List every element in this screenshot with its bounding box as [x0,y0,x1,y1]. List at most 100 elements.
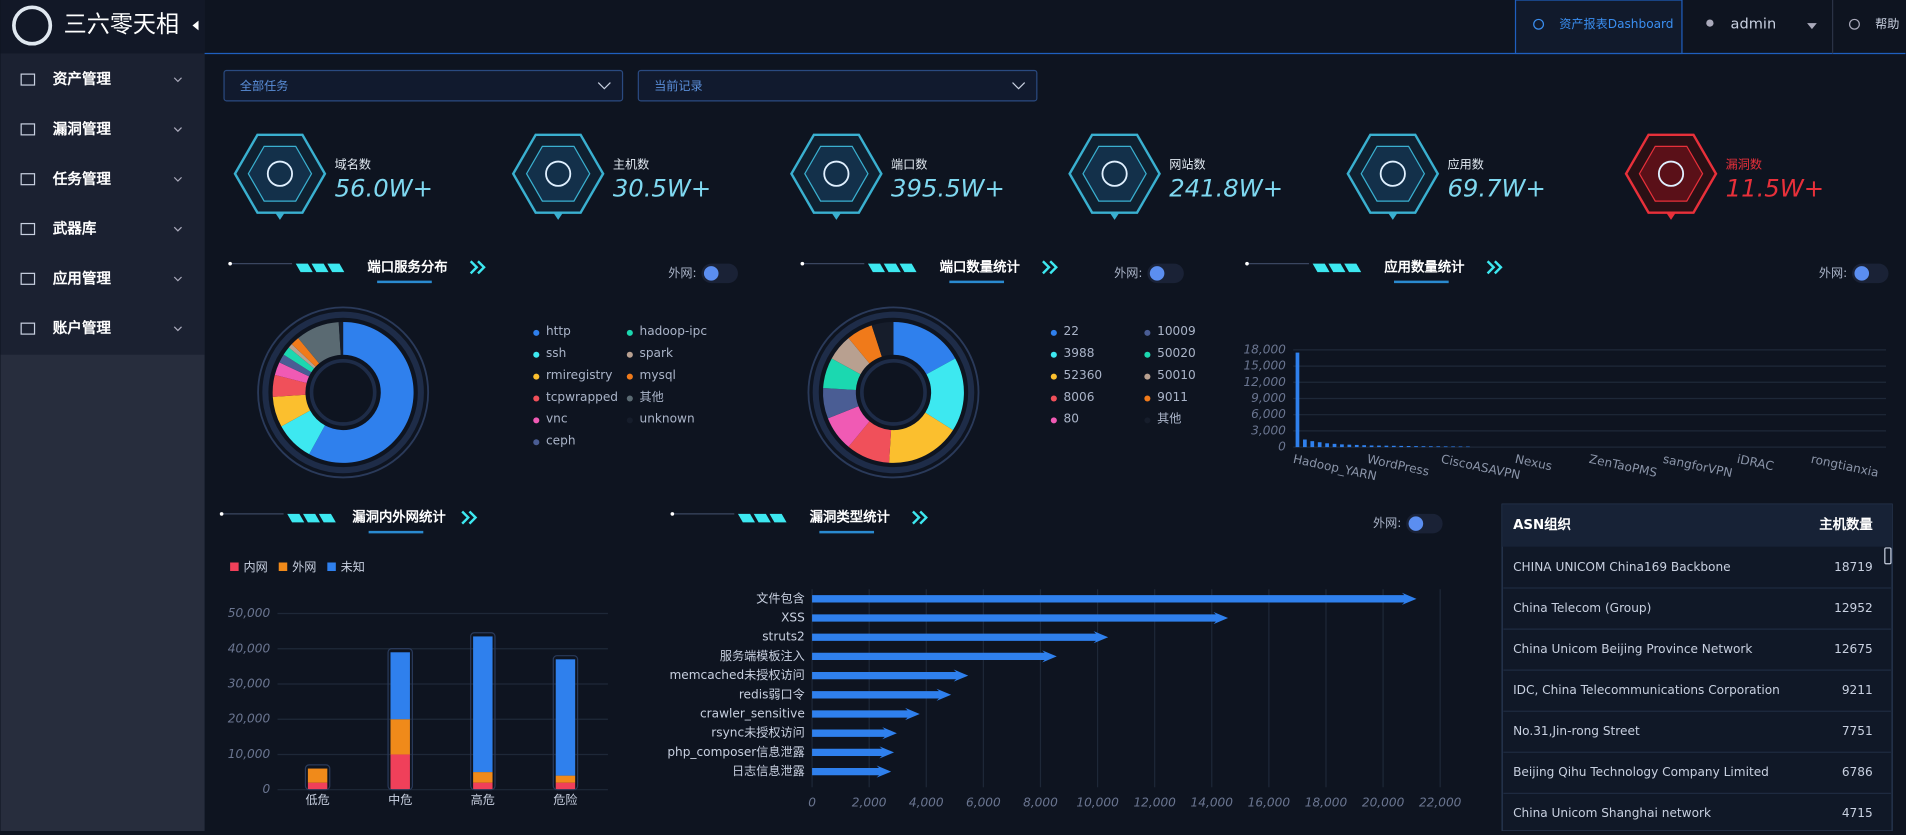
collapse[interactable] [192,20,199,31]
bar [1295,352,1300,448]
logo [12,5,53,46]
table-cell: 12952 [1834,601,1873,615]
user[interactable]: admin [1731,15,1777,32]
stat-label: 网站数 [1169,157,1205,172]
dashboard-link[interactable]: 资产报表Dashboard [1559,16,1673,31]
y-tick-label: 40,000 [228,641,271,655]
bar [1369,445,1374,448]
donut-slice [831,338,870,375]
bar [1399,445,1404,448]
select[interactable] [223,69,624,102]
y-tick-label: 50,000 [228,606,271,620]
y-tick-label: 3,000 [1251,423,1286,437]
donut-slice [338,321,344,355]
legend-swatch [327,562,336,572]
legend-dot [1144,329,1151,336]
panel-title: 应用数量统计 [1384,258,1465,275]
menu-item[interactable]: 武器库 [53,220,97,238]
menu-icon [20,123,36,136]
menu-item[interactable]: 账户管理 [53,319,112,337]
donut-slice [827,406,870,447]
stat-value: 30.5W+ [613,174,711,203]
stat-value: 56.0W+ [335,174,433,203]
help-icon [1848,18,1860,30]
legend-dot [1144,417,1151,424]
bar [812,631,1109,644]
donut-slice [272,394,311,427]
legend-label: rmiregistry [546,368,612,382]
y-tick-label: 服务端模板注入 [720,648,805,663]
bar [812,688,952,701]
title-stripe [287,513,305,523]
title-arrow [912,510,921,525]
legend-label: unknown [640,412,695,426]
select[interactable] [637,69,1038,102]
x-tick-label: 危险 [553,792,577,807]
legend-label: 22 [1064,324,1079,338]
bar-segment [555,782,576,790]
menu-item[interactable]: 漏洞管理 [53,120,112,138]
legend-label: 8006 [1064,390,1095,404]
stat-icon [1360,145,1426,202]
legend-label: 其他 [640,390,664,404]
legend-dot [533,417,540,424]
stat-label: 域名数 [335,157,371,172]
title-stripe [737,513,755,523]
bar [1443,446,1448,448]
title-dot [228,261,232,266]
title-arrow [468,510,478,525]
title-stripe [1328,263,1346,273]
stat-icon [1638,145,1704,202]
table-cell: 6786 [1842,765,1873,779]
menu-item[interactable]: 应用管理 [53,269,112,287]
menu-item[interactable]: 资产管理 [53,70,112,88]
bar-segment [473,782,493,790]
asn-header [1502,504,1893,547]
legend-label: vnc [546,412,568,426]
switch-knob [1149,266,1165,281]
bar [1325,443,1329,448]
menu-icon [20,272,36,285]
title-arrow [1493,260,1503,275]
bar-segment [390,754,410,790]
x-tick-label: 20,000 [1362,796,1405,810]
bar [1340,444,1344,448]
legend-dot [1144,373,1151,380]
stat-icon [1082,145,1147,202]
switch-knob [1408,516,1424,531]
bar [812,650,1057,663]
legend-label: 50010 [1157,368,1196,382]
title-arrow [919,510,928,525]
legend-swatch [278,562,288,572]
table-cell: 7751 [1842,724,1873,738]
table-cell: IDC, China Telecommunications Corporatio… [1513,683,1780,697]
bar [1384,445,1389,448]
bar [812,592,1417,605]
bar [1310,441,1315,448]
legend-dot [533,373,540,380]
y-tick-label: 15,000 [1243,359,1286,373]
y-tick-label: 0 [1278,440,1286,454]
bar-segment [473,636,493,773]
bar [1347,444,1352,448]
legend-dot [533,439,540,446]
bar [1303,439,1307,448]
legend-dot [626,329,633,336]
bar [812,746,895,759]
help[interactable]: 帮助 [1875,17,1899,31]
title-stripe [769,513,787,523]
chevron [173,276,182,282]
menu-item[interactable]: 任务管理 [52,170,112,188]
bar [1414,446,1418,448]
switch-label: 外网: [668,266,696,280]
table-header: ASN组织 [1513,516,1571,533]
table-cell: 12675 [1834,642,1873,656]
bar-segment [307,782,328,790]
table-cell: 9211 [1842,683,1873,697]
y-tick-label: php_composer信息泄露 [667,744,804,759]
table-header: 主机数量 [1819,516,1873,533]
legend-label: 10009 [1157,324,1196,338]
legend-dot [533,395,540,402]
y-tick-label: struts2 [762,630,805,644]
